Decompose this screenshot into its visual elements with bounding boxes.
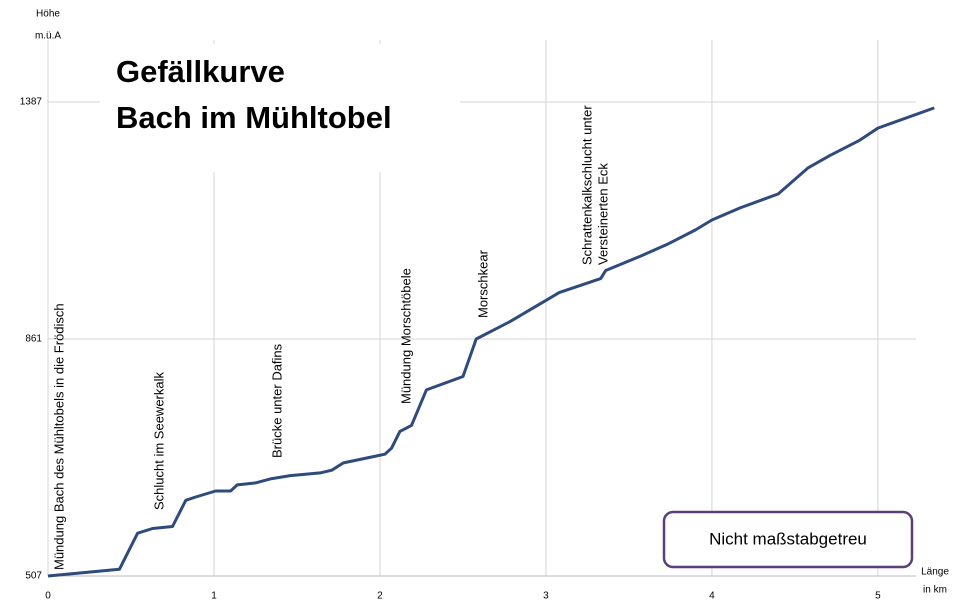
annotation: Morschkear: [475, 249, 490, 318]
chart-title: Gefällkurve: [116, 54, 285, 89]
note-box: [662, 510, 914, 569]
x-axis-label: Länge: [921, 567, 949, 578]
y-tick-label: 1387: [20, 97, 43, 108]
y-axis-label: Höhe: [36, 9, 60, 20]
x-tick-label: 5: [875, 591, 881, 602]
title-backdrop: [100, 44, 460, 172]
annotation: Schrattenkalkschlucht unter: [579, 105, 594, 265]
annotation: Schlucht im Seewerkalk: [151, 372, 166, 510]
annotation: Versteinerten Eck: [595, 163, 610, 265]
x-tick-label: 2: [377, 591, 383, 602]
annotation: Brücke unter Dafins: [269, 343, 284, 458]
annotation: Mündung Morschtöbele: [398, 268, 413, 404]
x-tick-label: 3: [543, 591, 549, 602]
x-tick-label: 4: [709, 591, 715, 602]
x-tick-label: 0: [45, 591, 51, 602]
y-tick-label: 507: [25, 571, 42, 582]
x-tick-label: 1: [211, 591, 217, 602]
chart-title: Bach im Mühltobel: [116, 100, 392, 135]
x-axis-label: in km: [923, 585, 947, 596]
note: Nicht maßstabgetreu: [709, 529, 867, 548]
line: [47, 106, 935, 578]
annotation: Mündung Bach des Mühltobels in die Frödi…: [51, 303, 66, 570]
y-tick-label: 861: [25, 334, 42, 345]
y-axis-label: m.ü.A: [35, 31, 61, 42]
